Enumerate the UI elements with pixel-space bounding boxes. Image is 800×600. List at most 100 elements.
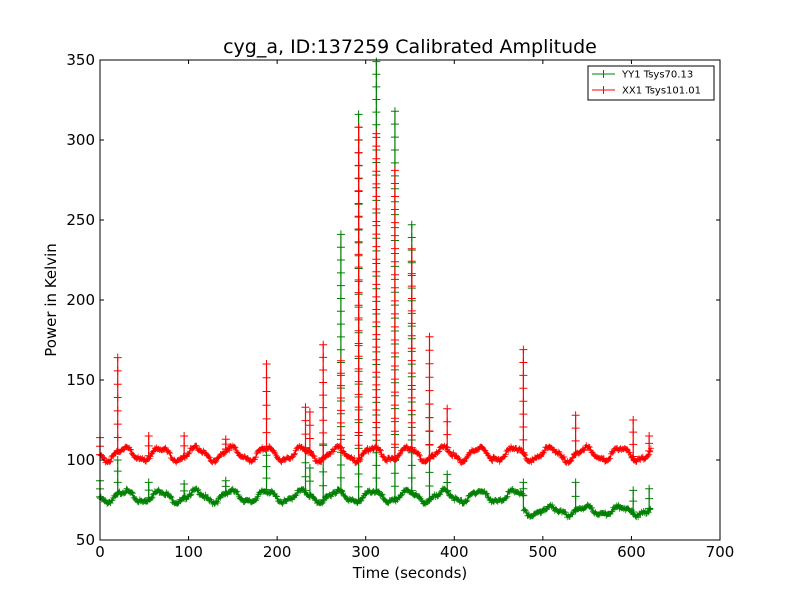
spike-marker (262, 387, 271, 396)
spike-marker (372, 405, 381, 414)
spike-marker (319, 340, 328, 349)
spike-point (519, 345, 528, 457)
spike-point (629, 416, 638, 461)
spike-marker (571, 436, 580, 445)
spike-marker (407, 306, 416, 315)
spike-marker (354, 148, 363, 157)
spike-marker (407, 381, 416, 390)
spike-marker (354, 453, 363, 462)
spike-marker (629, 497, 638, 506)
spike-marker (262, 462, 271, 471)
spike-marker (407, 282, 416, 291)
spike-point (571, 478, 580, 515)
spike-marker (443, 443, 452, 452)
spike-marker (425, 453, 434, 462)
spike-marker (354, 301, 363, 310)
spike-marker (301, 458, 310, 467)
x-tick-label: 700 (706, 543, 735, 561)
spike-marker (336, 356, 345, 365)
spike-marker (319, 353, 328, 362)
spike-marker (372, 154, 381, 163)
spike-point (221, 476, 230, 496)
spike-marker (305, 408, 314, 416)
spike-marker (372, 108, 381, 117)
spike-marker (144, 451, 153, 460)
spike-marker (645, 504, 654, 513)
x-tick-label: 200 (263, 543, 292, 561)
spike-marker (407, 257, 416, 266)
spike-marker (372, 230, 381, 239)
spike-marker (354, 428, 363, 437)
spike-marker (336, 406, 345, 415)
spike-marker (443, 417, 452, 426)
spike-marker (301, 403, 310, 412)
spike-marker (407, 393, 416, 402)
spike-marker (262, 451, 271, 460)
spike-marker (319, 428, 328, 437)
spike-marker (390, 495, 399, 504)
x-tick-label: 600 (617, 543, 646, 561)
spike-marker (221, 476, 230, 485)
spike-marker (443, 478, 452, 487)
spike-marker (336, 418, 345, 427)
spike-marker (407, 369, 416, 378)
spike-marker (301, 472, 310, 481)
spike-marker (372, 280, 381, 289)
spike-marker (407, 244, 416, 253)
spike-marker (372, 70, 381, 79)
spike-marker (372, 57, 381, 66)
spike-marker (372, 305, 381, 314)
spike-marker (407, 431, 416, 440)
spike-marker (571, 492, 580, 501)
spike-marker (629, 428, 638, 437)
spike-marker (180, 441, 189, 450)
x-axis-label: Time (seconds) (352, 564, 468, 582)
spike-point (301, 403, 310, 452)
y-tick-label: 100 (66, 451, 95, 469)
spike-marker (319, 441, 328, 450)
spike-marker (113, 353, 122, 362)
spike-marker (354, 403, 363, 412)
spike-marker (336, 307, 345, 316)
spike-point (144, 432, 153, 460)
spike-marker (425, 346, 434, 355)
spike-marker (336, 268, 345, 277)
spike-point (262, 451, 271, 494)
spike-marker (354, 377, 363, 386)
legend: YY1 Tsys70.13 XX1 Tsys101.01 (587, 65, 715, 101)
spike-marker (180, 493, 189, 502)
spike-marker (372, 393, 381, 402)
spike-marker (443, 486, 452, 495)
spike-marker (443, 470, 452, 479)
spike-marker (390, 166, 399, 175)
spike-marker (645, 484, 654, 493)
spike-marker (354, 352, 363, 361)
spike-point (180, 480, 189, 502)
spike-marker (645, 494, 654, 503)
spike-marker (262, 485, 271, 494)
spike-marker (301, 486, 310, 495)
spike-marker (390, 362, 399, 371)
spike-marker (390, 231, 399, 240)
spike-marker (336, 381, 345, 390)
spike-marker (372, 292, 381, 301)
spike-marker (354, 470, 363, 479)
x-tick-label: 500 (529, 543, 558, 561)
spike-marker (113, 366, 122, 375)
chart-title: cyg_a, ID:137259 Calibrated Amplitude (223, 36, 597, 58)
y-axis-ticks: 50 100 150 200 250 300 350 (66, 51, 720, 549)
spike-marker (407, 418, 416, 427)
spike-marker (571, 411, 580, 420)
spike-marker (113, 433, 122, 442)
spike-marker (372, 179, 381, 188)
spike-marker (113, 467, 122, 476)
spike-marker (425, 468, 434, 477)
spike-marker (519, 358, 528, 367)
spike-marker (336, 369, 345, 378)
spike-marker (425, 482, 434, 491)
spike-marker (336, 431, 345, 440)
spike-marker (390, 309, 399, 318)
spike-marker (425, 373, 434, 382)
spike-marker (372, 82, 381, 91)
y-axis-label: Power in Kelvin (42, 243, 60, 357)
